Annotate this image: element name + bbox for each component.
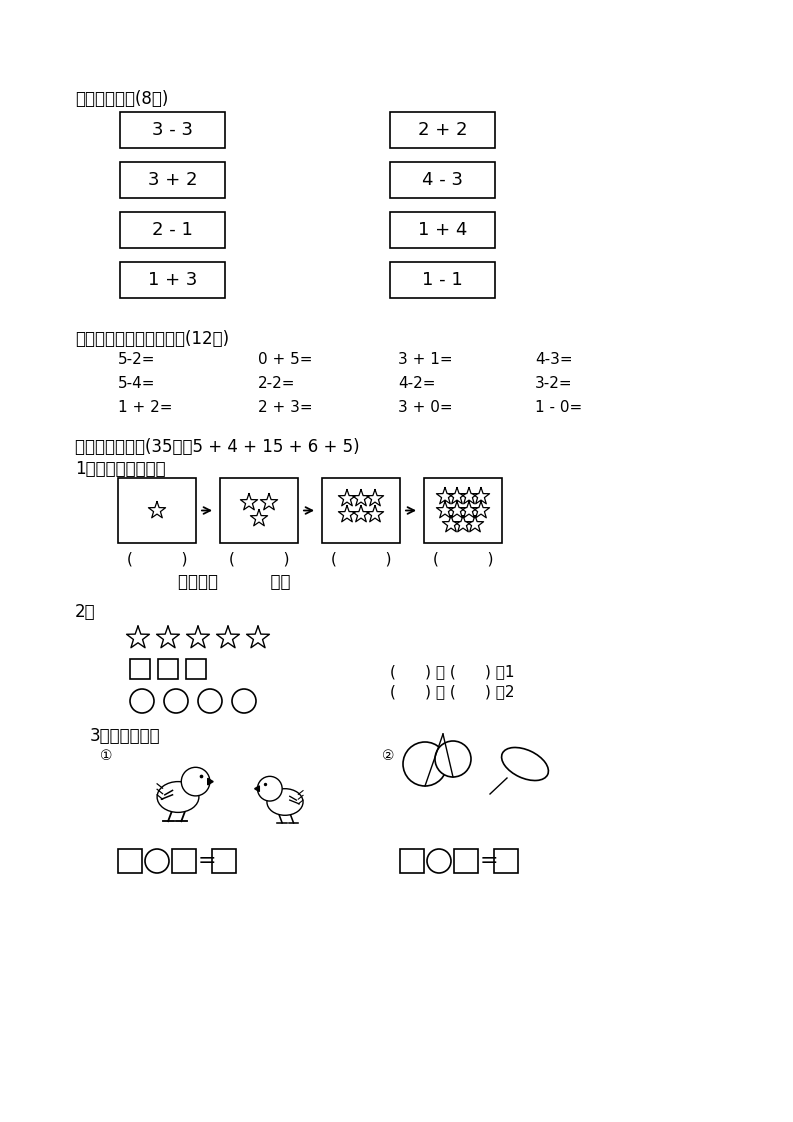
Text: 5-4=: 5-4= — [118, 376, 155, 390]
Circle shape — [164, 689, 188, 712]
Text: (      ) 比 (      ) 少1: ( ) 比 ( ) 少1 — [390, 664, 515, 679]
Text: 5-2=: 5-2= — [118, 352, 155, 367]
Text: 每次多（          ）个: 每次多（ ）个 — [178, 573, 290, 591]
Text: 3 - 3: 3 - 3 — [152, 121, 193, 139]
Text: 四、综合应用。(35分：5 + 4 + 15 + 6 + 5): 四、综合应用。(35分：5 + 4 + 15 + 6 + 5) — [75, 438, 359, 456]
Bar — [220, 478, 298, 543]
Bar — [322, 478, 400, 543]
Circle shape — [182, 767, 210, 795]
Bar — [212, 849, 236, 873]
Ellipse shape — [157, 782, 199, 812]
Bar — [454, 849, 478, 873]
Text: =: = — [198, 850, 216, 871]
Bar — [118, 478, 196, 543]
Text: 4-3=: 4-3= — [535, 352, 573, 367]
Bar — [172, 849, 196, 873]
Text: =: = — [480, 850, 499, 871]
Circle shape — [130, 689, 154, 712]
Text: 4-2=: 4-2= — [398, 376, 435, 390]
Text: ①: ① — [100, 749, 113, 763]
Circle shape — [198, 689, 222, 712]
Text: (          ): ( ) — [228, 551, 289, 565]
Text: 0 + 5=: 0 + 5= — [258, 352, 312, 367]
Circle shape — [403, 742, 447, 787]
Ellipse shape — [267, 789, 303, 816]
Bar — [120, 212, 225, 248]
Bar — [120, 162, 225, 197]
Text: 1 - 1: 1 - 1 — [422, 272, 463, 289]
Text: 三、看谁算得又对又快。(12分): 三、看谁算得又对又快。(12分) — [75, 330, 229, 348]
Text: 3 + 0=: 3 + 0= — [398, 401, 453, 415]
Text: 二、找朋友。(8分): 二、找朋友。(8分) — [75, 90, 168, 108]
Text: 2 + 3=: 2 + 3= — [258, 401, 312, 415]
Bar — [186, 659, 206, 679]
Text: 2 + 2: 2 + 2 — [418, 121, 467, 139]
Circle shape — [435, 741, 471, 778]
Text: 1、想一想，填一填: 1、想一想，填一填 — [75, 460, 166, 478]
Polygon shape — [255, 785, 259, 791]
Text: (          ): ( ) — [127, 551, 187, 565]
Text: 2 - 1: 2 - 1 — [152, 221, 193, 239]
Bar — [424, 478, 502, 543]
Text: 1 + 4: 1 + 4 — [418, 221, 467, 239]
Text: 3、看图写算式: 3、看图写算式 — [90, 727, 161, 745]
Bar — [494, 849, 518, 873]
Text: 4 - 3: 4 - 3 — [422, 171, 463, 188]
Circle shape — [145, 849, 169, 873]
Polygon shape — [208, 779, 213, 785]
Text: 2、: 2、 — [75, 603, 96, 620]
Text: 3-2=: 3-2= — [535, 376, 573, 390]
Text: 3 + 1=: 3 + 1= — [398, 352, 453, 367]
Text: 1 + 2=: 1 + 2= — [118, 401, 173, 415]
Bar — [390, 263, 495, 298]
Circle shape — [258, 776, 282, 801]
Text: ②: ② — [382, 749, 394, 763]
Bar — [400, 849, 424, 873]
Bar — [120, 263, 225, 298]
Text: (          ): ( ) — [331, 551, 391, 565]
Bar — [130, 659, 150, 679]
Bar — [390, 162, 495, 197]
Text: (      ) 比 (      ) 多2: ( ) 比 ( ) 多2 — [390, 684, 515, 699]
Bar — [390, 112, 495, 148]
Bar — [120, 112, 225, 148]
Ellipse shape — [502, 747, 549, 781]
Text: (          ): ( ) — [433, 551, 493, 565]
Circle shape — [427, 849, 451, 873]
Bar — [390, 212, 495, 248]
Text: 1 - 0=: 1 - 0= — [535, 401, 582, 415]
Text: 2-2=: 2-2= — [258, 376, 296, 390]
Text: 1 + 3: 1 + 3 — [147, 272, 197, 289]
Bar — [158, 659, 178, 679]
Bar — [118, 849, 142, 873]
Circle shape — [232, 689, 256, 712]
Text: 3 + 2: 3 + 2 — [147, 171, 197, 188]
